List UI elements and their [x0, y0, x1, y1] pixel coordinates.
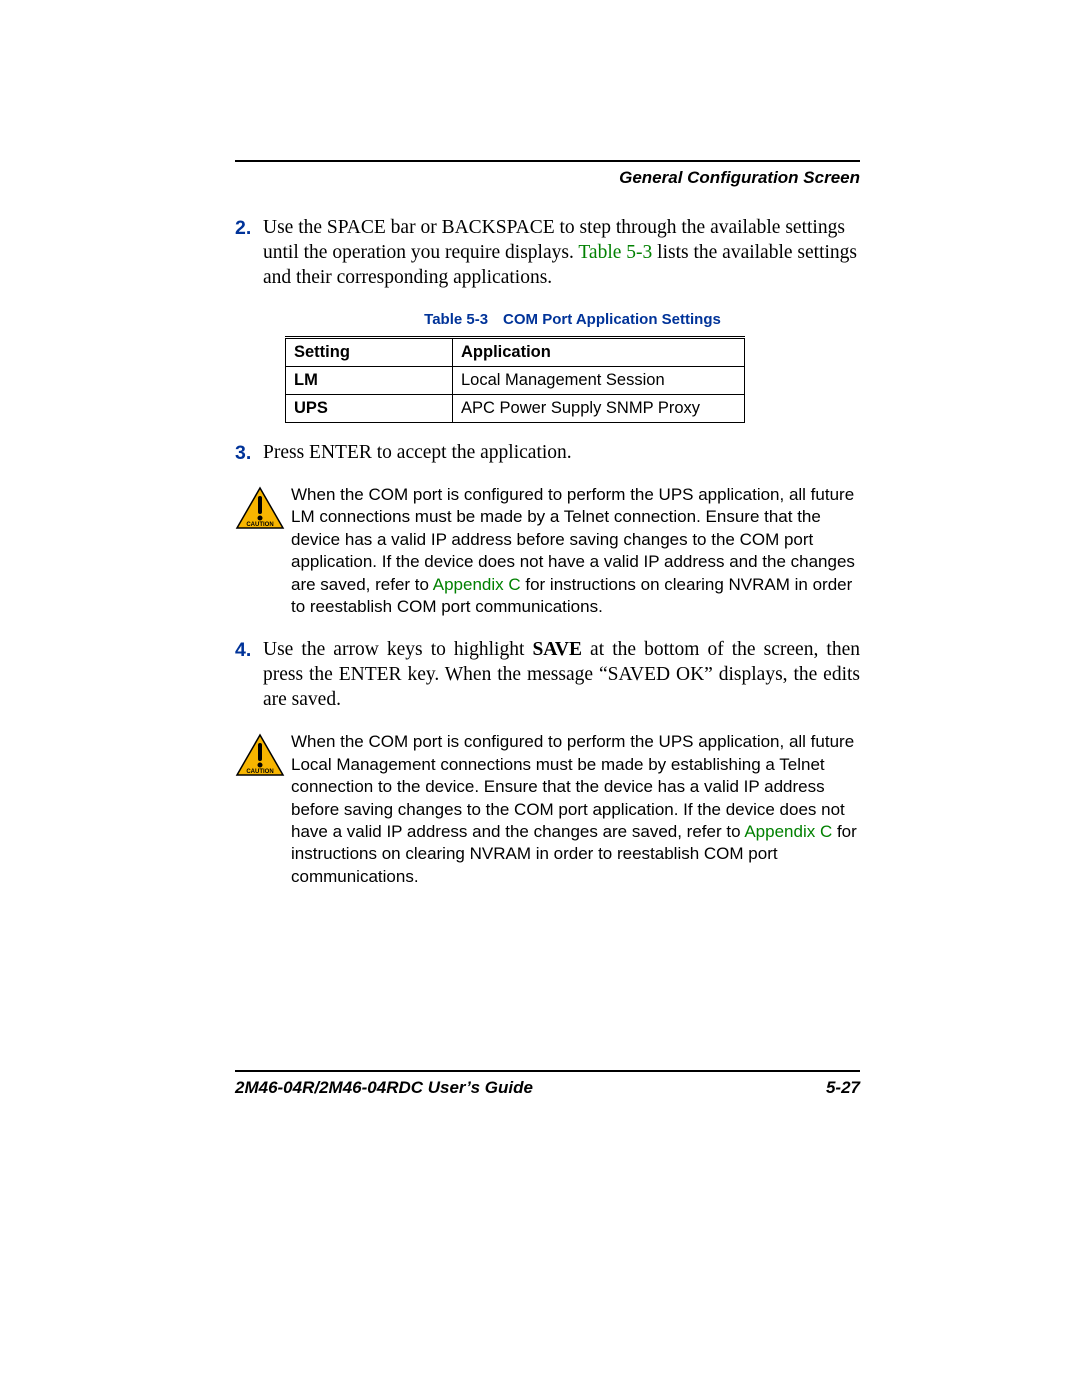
- step-4-text-a: Use the arrow keys to highlight: [263, 639, 532, 660]
- cell-application: APC Power Supply SNMP Proxy: [453, 394, 745, 422]
- caution-icon: CAUTION: [235, 731, 291, 888]
- step-2-number: 2.: [235, 216, 263, 291]
- settings-table: Setting Application LM Local Management …: [285, 336, 745, 423]
- appendix-c-link[interactable]: Appendix C: [433, 575, 521, 594]
- cell-setting: UPS: [286, 394, 453, 422]
- page-header-title: General Configuration Screen: [235, 168, 860, 188]
- table-row: UPS APC Power Supply SNMP Proxy: [286, 394, 745, 422]
- caution-1-text: When the COM port is configured to perfo…: [291, 484, 860, 619]
- caution-2-text: When the COM port is configured to perfo…: [291, 731, 860, 888]
- step-2: 2. Use the SPACE bar or BACKSPACE to ste…: [235, 216, 860, 291]
- cell-application: Local Management Session: [453, 366, 745, 394]
- caution-2: CAUTION When the COM port is configured …: [235, 731, 860, 888]
- cell-setting: LM: [286, 366, 453, 394]
- table-5-3: Table 5-3 COM Port Application Settings …: [285, 311, 860, 423]
- footer-page-number: 5-27: [826, 1078, 860, 1098]
- step-4: 4. Use the arrow keys to highlight SAVE …: [235, 638, 860, 713]
- step-3-body: Press ENTER to accept the application.: [263, 441, 860, 466]
- caution-label: CAUTION: [246, 769, 273, 775]
- step-4-bold: SAVE: [532, 639, 582, 660]
- caution-icon: CAUTION: [235, 484, 291, 619]
- step-3: 3. Press ENTER to accept the application…: [235, 441, 860, 466]
- step-3-number: 3.: [235, 441, 263, 466]
- footer-guide-title: 2M46-04R/2M46-04RDC User’s Guide: [235, 1078, 533, 1098]
- caution-label: CAUTION: [246, 522, 273, 528]
- col-header-setting: Setting: [286, 337, 453, 366]
- page-footer: 2M46-04R/2M46-04RDC User’s Guide 5-27: [235, 1070, 860, 1098]
- col-header-application: Application: [453, 337, 745, 366]
- table-5-3-link[interactable]: Table 5-3: [578, 242, 652, 263]
- appendix-c-link[interactable]: Appendix C: [744, 822, 832, 841]
- caution-1: CAUTION When the COM port is configured …: [235, 484, 860, 619]
- step-4-body: Use the arrow keys to highlight SAVE at …: [263, 638, 860, 713]
- table-caption: Table 5-3 COM Port Application Settings: [285, 311, 860, 328]
- table-row: LM Local Management Session: [286, 366, 745, 394]
- header-rule: [235, 160, 860, 162]
- step-4-number: 4.: [235, 638, 263, 713]
- step-2-body: Use the SPACE bar or BACKSPACE to step t…: [263, 216, 860, 291]
- footer-rule: [235, 1070, 860, 1072]
